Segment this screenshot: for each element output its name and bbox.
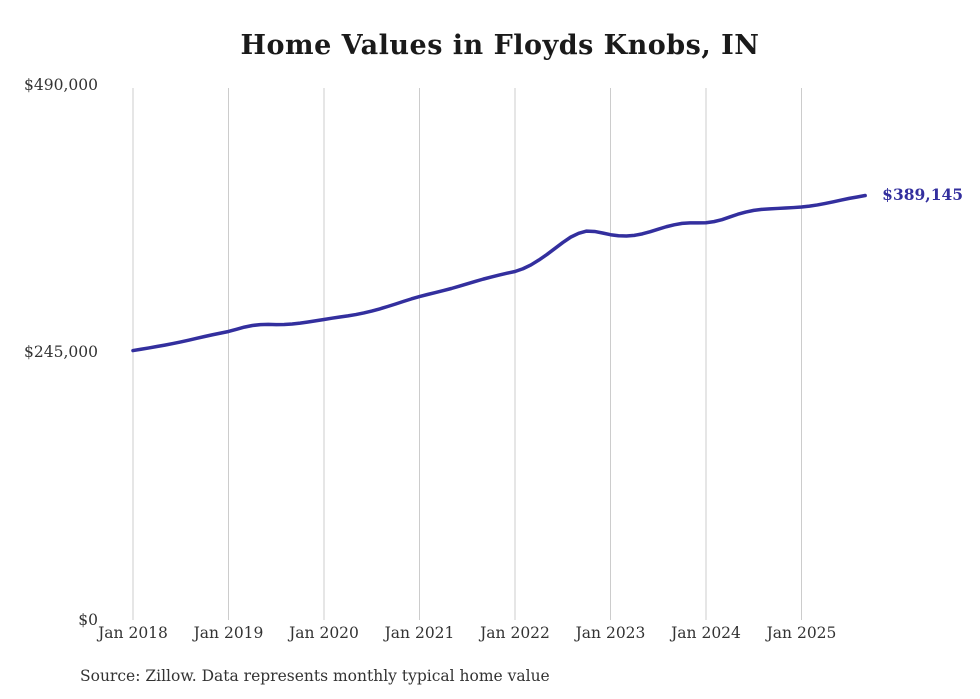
x-axis-tick-label: Jan 2022: [480, 624, 550, 642]
x-axis-tick-label: Jan 2018: [98, 624, 168, 642]
y-axis-tick-0: $0: [78, 611, 98, 629]
x-axis-tick-label: Jan 2025: [766, 624, 837, 642]
x-axis-tick-label: Jan 2021: [384, 624, 455, 642]
source-note: Source: Zillow. Data represents monthly …: [80, 667, 550, 685]
chart-title: Home Values in Floyds Knobs, IN: [240, 30, 760, 61]
home-value-line: [131, 193, 867, 353]
x-axis-tick-label: Jan 2023: [575, 624, 646, 642]
y-axis-tick-490000: $490,000: [24, 76, 98, 94]
x-axis-tick-label: Jan 2019: [193, 624, 264, 642]
x-axis-tick-label: Jan 2020: [289, 624, 359, 642]
x-axis-tick-label: Jan 2024: [671, 624, 741, 642]
latest-value-label: $389,145: [882, 184, 964, 204]
y-axis-tick-245000: $245,000: [24, 343, 98, 361]
